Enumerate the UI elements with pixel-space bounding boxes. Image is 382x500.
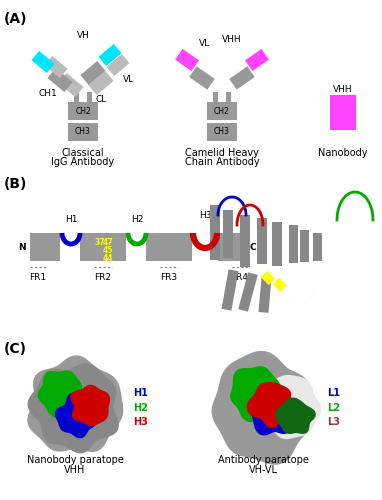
Bar	[160, 233, 178, 261]
Bar	[30, 233, 46, 261]
Bar	[112, 233, 126, 261]
Polygon shape	[28, 364, 118, 452]
Polygon shape	[248, 382, 291, 428]
Text: VHH: VHH	[64, 465, 86, 475]
Polygon shape	[55, 394, 96, 438]
Bar	[330, 95, 356, 130]
Text: L1: L1	[327, 388, 340, 398]
Text: FR3: FR3	[160, 272, 178, 281]
Bar	[94, 233, 112, 261]
Bar	[107, 54, 129, 76]
Text: CL: CL	[95, 94, 106, 104]
Text: C: C	[250, 242, 256, 252]
Text: 44: 44	[103, 254, 113, 263]
Text: VL: VL	[198, 38, 210, 48]
Bar	[46, 233, 60, 261]
Text: L2: L2	[327, 403, 340, 413]
Bar	[58, 73, 84, 97]
Bar	[222, 270, 238, 310]
Bar	[80, 61, 105, 85]
Polygon shape	[28, 356, 123, 452]
Bar	[68, 123, 98, 141]
Polygon shape	[38, 371, 85, 418]
Text: IgG Antibody: IgG Antibody	[52, 157, 115, 167]
Bar	[289, 225, 298, 263]
Polygon shape	[212, 352, 312, 464]
Text: (C): (C)	[4, 342, 27, 356]
Text: H1: H1	[65, 216, 77, 224]
Text: Camelid Heavy: Camelid Heavy	[185, 148, 259, 158]
Bar	[31, 51, 55, 73]
Text: H2: H2	[133, 403, 148, 413]
Text: VL: VL	[123, 76, 134, 84]
Bar	[189, 66, 215, 90]
Bar	[273, 278, 287, 292]
Bar	[47, 68, 73, 92]
Bar	[99, 44, 121, 66]
Bar	[257, 218, 267, 264]
Bar	[207, 123, 237, 141]
Text: H3: H3	[133, 417, 148, 427]
Polygon shape	[231, 367, 283, 422]
Text: (B): (B)	[4, 177, 28, 191]
Text: FR2: FR2	[94, 272, 112, 281]
Bar	[146, 233, 160, 261]
Text: H1: H1	[133, 388, 148, 398]
Bar	[80, 233, 94, 261]
Text: CH1: CH1	[39, 88, 57, 98]
Text: Chain Antibody: Chain Antibody	[185, 157, 259, 167]
Text: 37: 37	[95, 238, 106, 247]
Bar	[87, 92, 92, 102]
Bar	[218, 233, 232, 261]
Text: Nanobody: Nanobody	[318, 148, 368, 158]
Bar	[261, 271, 275, 285]
Text: L3: L3	[327, 417, 340, 427]
Bar	[68, 102, 98, 120]
Text: CH2: CH2	[214, 106, 230, 116]
Bar	[207, 102, 237, 120]
Bar	[238, 272, 258, 312]
Polygon shape	[257, 376, 320, 438]
Text: FR1: FR1	[29, 272, 47, 281]
Bar	[44, 56, 68, 78]
Polygon shape	[251, 392, 293, 435]
Bar	[74, 92, 79, 102]
Text: CH2: CH2	[75, 106, 91, 116]
Text: VHH: VHH	[333, 84, 353, 94]
Text: 47: 47	[103, 238, 113, 247]
Text: H2: H2	[131, 216, 143, 224]
Text: FR4: FR4	[231, 272, 249, 281]
Bar	[259, 277, 272, 313]
Bar	[232, 233, 248, 261]
Bar	[175, 49, 199, 71]
Bar	[245, 49, 269, 71]
Bar	[313, 233, 322, 261]
Bar	[178, 233, 192, 261]
Text: H3: H3	[199, 212, 211, 220]
Polygon shape	[71, 386, 110, 426]
Text: CH3: CH3	[214, 128, 230, 136]
Text: VH-VL: VH-VL	[249, 465, 277, 475]
Bar	[272, 222, 282, 266]
Bar	[213, 92, 218, 102]
Text: VH: VH	[76, 32, 89, 40]
Bar	[240, 215, 250, 267]
Bar	[88, 71, 113, 95]
Bar	[226, 92, 231, 102]
Text: 45: 45	[103, 246, 113, 255]
Text: N: N	[18, 242, 26, 252]
Text: Classical: Classical	[62, 148, 104, 158]
Text: (A): (A)	[4, 12, 28, 26]
Bar	[300, 230, 309, 262]
Bar	[210, 205, 220, 260]
Text: CH3: CH3	[75, 128, 91, 136]
Bar	[229, 66, 255, 90]
Text: VHH: VHH	[222, 34, 242, 43]
Polygon shape	[276, 398, 315, 434]
Bar	[223, 210, 233, 258]
Text: Nanobody paratope: Nanobody paratope	[27, 455, 123, 465]
Text: Antibody paratope: Antibody paratope	[218, 455, 308, 465]
